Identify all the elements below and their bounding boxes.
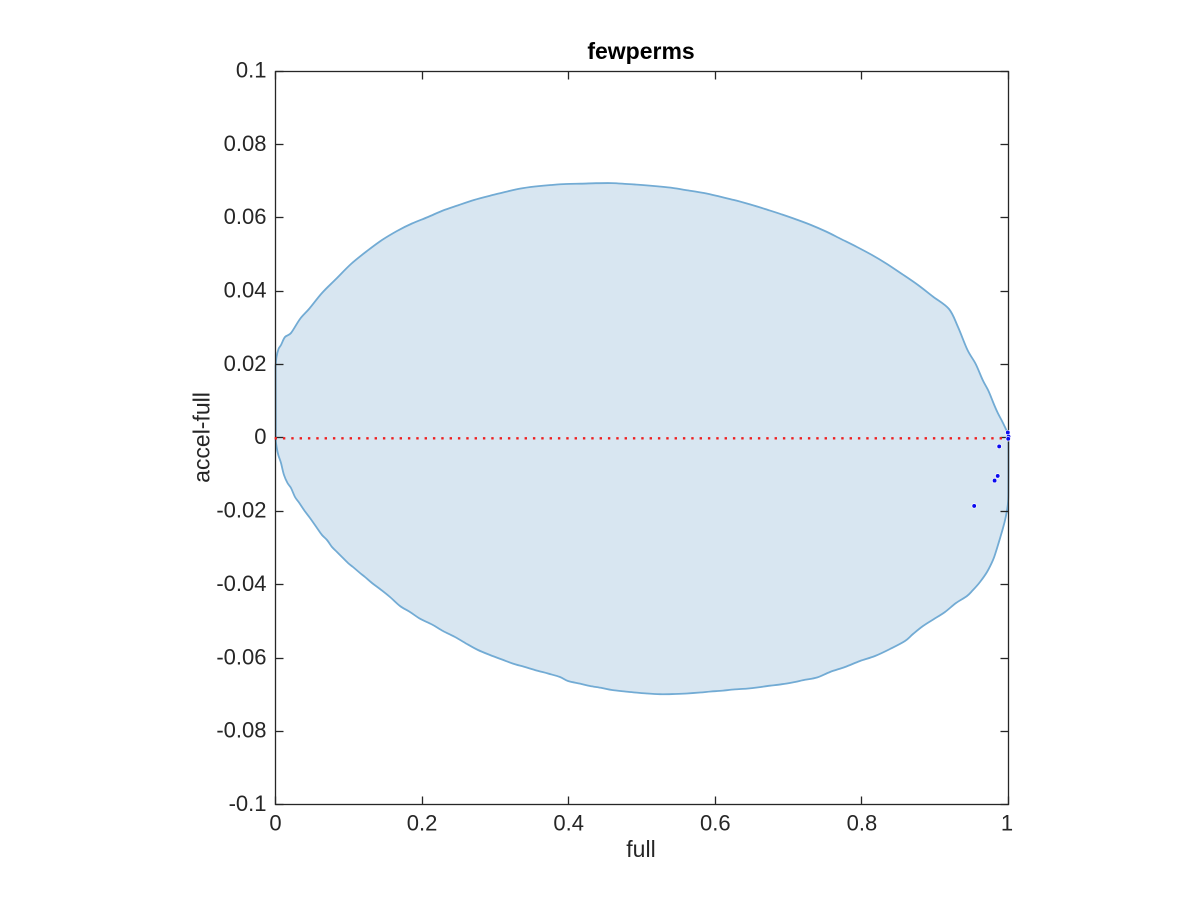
svg-text:0.2: 0.2 (407, 811, 438, 836)
svg-text:0.6: 0.6 (700, 811, 731, 836)
svg-text:0.08: 0.08 (224, 131, 267, 156)
svg-text:0.06: 0.06 (224, 204, 267, 229)
svg-text:0.4: 0.4 (553, 811, 584, 836)
svg-text:-0.02: -0.02 (216, 498, 266, 523)
svg-text:0.1: 0.1 (236, 58, 267, 83)
svg-text:fewperms: fewperms (587, 38, 694, 64)
svg-text:-0.1: -0.1 (229, 791, 267, 816)
svg-text:0: 0 (269, 811, 281, 836)
svg-text:0.04: 0.04 (224, 278, 267, 303)
svg-text:1: 1 (1001, 811, 1013, 836)
svg-text:accel-full: accel-full (189, 392, 215, 483)
svg-text:-0.08: -0.08 (216, 718, 266, 743)
svg-text:0.02: 0.02 (224, 351, 267, 376)
svg-text:full: full (626, 836, 655, 862)
svg-text:0: 0 (254, 424, 266, 449)
svg-text:-0.04: -0.04 (216, 571, 266, 596)
svg-text:-0.06: -0.06 (216, 644, 266, 669)
svg-text:0.8: 0.8 (847, 811, 878, 836)
